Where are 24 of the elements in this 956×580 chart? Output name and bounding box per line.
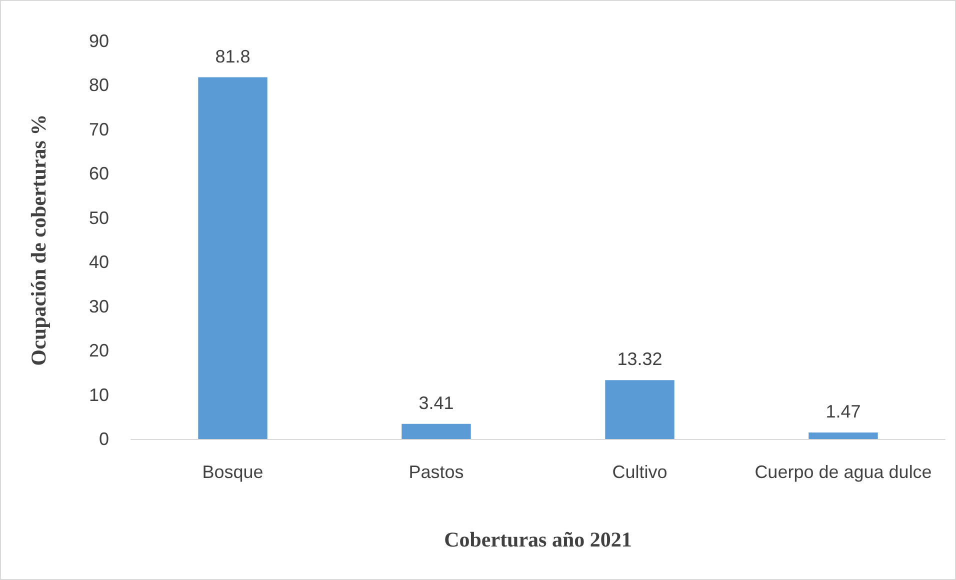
data-label: 13.32 [617, 349, 662, 370]
bar [198, 77, 268, 439]
x-tick-label: Pastos [408, 462, 464, 482]
y-tick-label: 70 [88, 119, 109, 140]
x-tick-label: Bosque [202, 462, 264, 482]
y-tick-label: 80 [88, 75, 109, 96]
y-tick-label: 60 [88, 164, 109, 184]
bar [605, 380, 674, 439]
x-tick-label: Cuerpo de agua dulce [754, 462, 932, 482]
y-tick-label: 20 [88, 340, 109, 361]
x-axis-title: Coberturas año 2021 [444, 528, 632, 552]
bar [402, 424, 471, 439]
y-tick-label: 50 [88, 208, 109, 228]
x-tick-label: Cultivo [612, 462, 668, 482]
y-tick-label: 40 [88, 252, 109, 272]
data-label: 3.41 [418, 392, 454, 413]
y-tick-label: 90 [88, 31, 109, 51]
data-label: 81.8 [215, 46, 250, 66]
y-tick-label: 30 [88, 296, 109, 316]
data-label: 1.47 [826, 402, 861, 422]
y-axis-title: Ocupación de coberturas % [26, 114, 50, 366]
y-tick-label: 10 [88, 384, 109, 405]
bar [808, 432, 878, 439]
y-tick-label: 0 [98, 429, 109, 449]
